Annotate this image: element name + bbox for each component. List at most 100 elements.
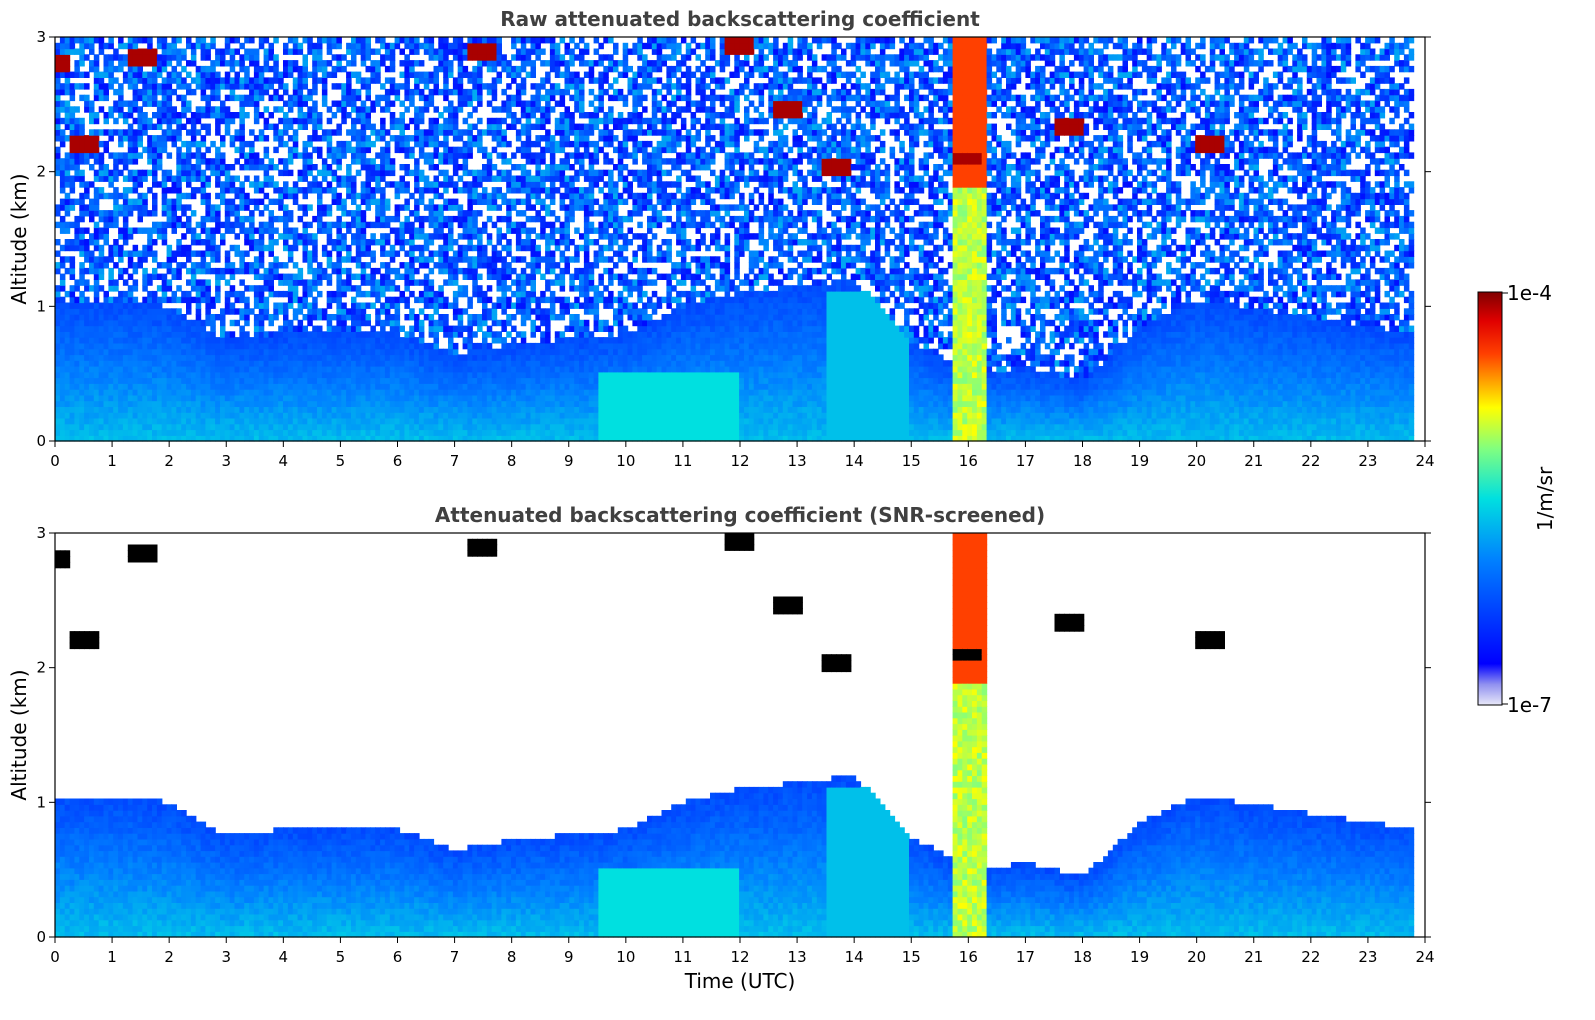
heatmap-cell bbox=[186, 389, 192, 395]
heatmap-cell bbox=[293, 228, 299, 234]
heatmap-cell bbox=[55, 378, 61, 384]
heatmap-cell bbox=[434, 331, 440, 337]
heatmap-cell bbox=[70, 395, 76, 401]
heatmap-cell bbox=[191, 326, 197, 332]
heatmap-cell bbox=[303, 424, 309, 430]
heatmap-cell bbox=[400, 291, 406, 297]
heatmap-cell bbox=[278, 418, 284, 424]
heatmap-cell bbox=[409, 89, 415, 95]
heatmap-cell bbox=[99, 262, 105, 268]
heatmap-cell bbox=[104, 314, 110, 320]
heatmap-cell bbox=[210, 43, 216, 49]
heatmap-cell bbox=[152, 331, 158, 337]
heatmap-cell bbox=[424, 101, 430, 107]
heatmap-cell bbox=[118, 141, 124, 147]
heatmap-cell bbox=[380, 193, 386, 199]
heatmap-cell bbox=[395, 204, 401, 210]
heatmap-cell bbox=[65, 372, 71, 378]
heatmap-cell bbox=[74, 152, 80, 158]
heatmap-cell bbox=[128, 66, 134, 72]
heatmap-cell bbox=[259, 372, 265, 378]
heatmap-cell bbox=[443, 72, 449, 78]
heatmap-cell bbox=[346, 343, 352, 349]
heatmap-cell bbox=[278, 187, 284, 193]
heatmap-cell bbox=[99, 251, 105, 257]
heatmap-cell bbox=[351, 349, 357, 355]
heatmap-cell bbox=[196, 222, 202, 228]
heatmap-cell bbox=[65, 124, 71, 130]
heatmap-cell bbox=[230, 37, 236, 43]
heatmap-cell bbox=[472, 268, 478, 274]
heatmap-cell bbox=[487, 101, 493, 107]
heatmap-cell bbox=[497, 37, 503, 43]
heatmap-cell bbox=[453, 256, 459, 262]
heatmap-cell bbox=[99, 412, 105, 418]
heatmap-cell bbox=[487, 204, 493, 210]
heatmap-cell bbox=[79, 37, 85, 43]
heatmap-cell bbox=[138, 424, 144, 430]
heatmap-cell bbox=[453, 199, 459, 205]
heatmap-cell bbox=[356, 77, 362, 83]
heatmap-cell bbox=[303, 297, 309, 303]
heatmap-cell bbox=[186, 181, 192, 187]
heatmap-cell bbox=[167, 343, 173, 349]
heatmap-cell bbox=[293, 430, 299, 436]
heatmap-cell bbox=[215, 337, 221, 343]
heatmap-cell bbox=[181, 395, 187, 401]
heatmap-cell bbox=[409, 383, 415, 389]
heatmap-cell bbox=[375, 239, 381, 245]
heatmap-cell bbox=[380, 303, 386, 309]
heatmap-cell bbox=[409, 308, 415, 314]
heatmap-cell bbox=[186, 83, 192, 89]
heatmap-cell bbox=[463, 147, 469, 153]
heatmap-cell bbox=[307, 378, 313, 384]
heatmap-cell bbox=[438, 158, 444, 164]
heatmap-cell bbox=[244, 401, 250, 407]
heatmap-cell bbox=[230, 412, 236, 418]
heatmap-cell bbox=[346, 181, 352, 187]
heatmap-cell bbox=[375, 95, 381, 101]
heatmap-cell bbox=[108, 412, 114, 418]
heatmap-cell bbox=[181, 343, 187, 349]
heatmap-cell bbox=[409, 314, 415, 320]
heatmap-cell bbox=[497, 372, 503, 378]
heatmap-cell bbox=[472, 187, 478, 193]
heatmap-cell bbox=[84, 366, 90, 372]
heatmap-cell bbox=[380, 401, 386, 407]
heatmap-cell bbox=[458, 95, 464, 101]
heatmap-cell bbox=[506, 378, 512, 384]
heatmap-cell bbox=[356, 228, 362, 234]
heatmap-cell bbox=[278, 372, 284, 378]
heatmap-cell bbox=[467, 383, 473, 389]
heatmap-cell bbox=[303, 77, 309, 83]
heatmap-cell bbox=[133, 106, 139, 112]
heatmap-cell bbox=[467, 430, 473, 436]
heatmap-cell bbox=[65, 389, 71, 395]
heatmap-cell bbox=[497, 187, 503, 193]
heatmap-cell bbox=[196, 164, 202, 170]
heatmap-cell bbox=[172, 72, 178, 78]
heatmap-cell bbox=[269, 228, 275, 234]
heatmap-cell bbox=[108, 331, 114, 337]
heatmap-cell bbox=[215, 60, 221, 66]
heatmap-cell bbox=[254, 383, 260, 389]
heatmap-cell bbox=[220, 60, 226, 66]
heatmap-cell bbox=[181, 106, 187, 112]
heatmap-cell bbox=[89, 360, 95, 366]
heatmap-cell bbox=[341, 378, 347, 384]
heatmap-cell bbox=[463, 72, 469, 78]
heatmap-cell bbox=[341, 366, 347, 372]
heatmap-cell bbox=[332, 239, 338, 245]
heatmap-cell bbox=[244, 37, 250, 43]
heatmap-cell bbox=[351, 343, 357, 349]
heatmap-cell bbox=[448, 60, 454, 66]
heatmap-cell bbox=[390, 303, 396, 309]
heatmap-cell bbox=[162, 291, 168, 297]
heatmap-cell bbox=[419, 72, 425, 78]
heatmap-cell bbox=[336, 383, 342, 389]
heatmap-cell bbox=[60, 158, 66, 164]
heatmap-cell bbox=[162, 279, 168, 285]
heatmap-cell bbox=[506, 303, 512, 309]
heatmap-cell bbox=[307, 279, 313, 285]
heatmap-cell bbox=[147, 401, 153, 407]
